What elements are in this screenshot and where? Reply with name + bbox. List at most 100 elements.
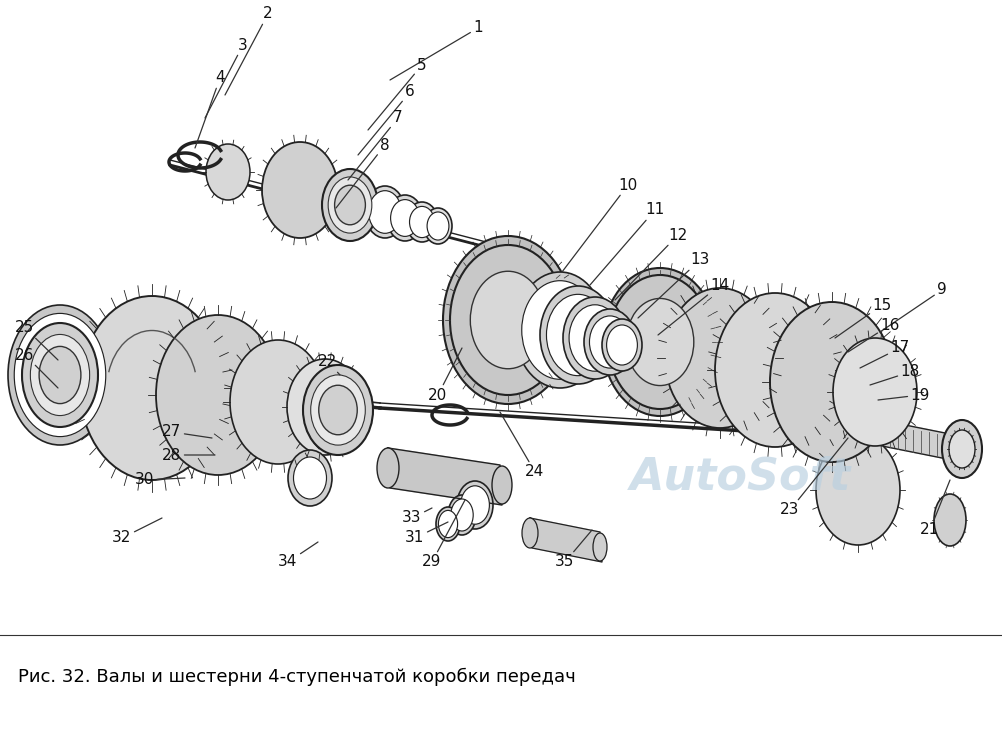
Text: 24: 24	[500, 412, 545, 480]
Text: 10: 10	[562, 177, 637, 272]
Ellipse shape	[522, 281, 598, 380]
Ellipse shape	[295, 459, 325, 497]
Ellipse shape	[230, 340, 326, 464]
Text: 26: 26	[15, 347, 58, 388]
Ellipse shape	[461, 485, 489, 524]
Ellipse shape	[8, 305, 112, 445]
Ellipse shape	[303, 365, 373, 455]
Ellipse shape	[470, 272, 546, 369]
Polygon shape	[530, 518, 602, 562]
Ellipse shape	[540, 286, 616, 384]
Text: 27: 27	[162, 425, 212, 439]
Text: 8: 8	[336, 137, 390, 208]
Text: 33: 33	[402, 508, 432, 526]
Ellipse shape	[80, 296, 224, 480]
Text: 34: 34	[279, 542, 318, 569]
Ellipse shape	[593, 533, 607, 561]
Ellipse shape	[949, 430, 975, 468]
Ellipse shape	[322, 169, 378, 241]
Ellipse shape	[546, 294, 609, 376]
Text: 9: 9	[880, 283, 947, 332]
Text: 11: 11	[590, 202, 664, 285]
Ellipse shape	[563, 297, 627, 379]
Text: 14: 14	[658, 277, 729, 335]
Ellipse shape	[30, 334, 89, 415]
Ellipse shape	[287, 359, 363, 455]
Text: 30: 30	[135, 472, 185, 488]
Ellipse shape	[457, 481, 493, 529]
Text: 17: 17	[860, 340, 910, 368]
Ellipse shape	[39, 347, 81, 404]
Ellipse shape	[451, 499, 473, 531]
Text: 1: 1	[390, 20, 483, 80]
Ellipse shape	[206, 144, 250, 200]
Text: 3: 3	[205, 37, 247, 118]
Ellipse shape	[450, 245, 566, 395]
Text: 35: 35	[555, 530, 592, 569]
Ellipse shape	[443, 236, 573, 404]
Text: 20: 20	[429, 348, 462, 402]
Ellipse shape	[569, 305, 621, 372]
Ellipse shape	[833, 338, 917, 446]
Ellipse shape	[369, 191, 402, 234]
Ellipse shape	[294, 457, 327, 499]
Text: 31: 31	[406, 522, 448, 545]
Text: 5: 5	[368, 58, 427, 130]
Text: 29: 29	[422, 500, 465, 569]
Text: 32: 32	[112, 518, 162, 545]
Text: 4: 4	[195, 71, 224, 148]
Ellipse shape	[770, 302, 894, 462]
Ellipse shape	[335, 185, 366, 225]
Ellipse shape	[942, 420, 982, 478]
Ellipse shape	[816, 435, 900, 545]
Ellipse shape	[515, 272, 605, 388]
Ellipse shape	[492, 466, 512, 504]
Text: 2: 2	[225, 7, 273, 95]
Ellipse shape	[311, 375, 366, 445]
Ellipse shape	[606, 325, 637, 365]
Ellipse shape	[522, 518, 538, 548]
Ellipse shape	[584, 309, 636, 375]
Ellipse shape	[715, 293, 835, 447]
Ellipse shape	[427, 212, 449, 240]
Text: 19: 19	[878, 388, 930, 402]
Ellipse shape	[365, 186, 405, 238]
Ellipse shape	[436, 507, 460, 541]
Text: 28: 28	[162, 447, 215, 463]
Text: 18: 18	[870, 364, 920, 385]
Text: Рис. 32. Валы и шестерни 4-ступенчатой коробки передач: Рис. 32. Валы и шестерни 4-ступенчатой к…	[18, 668, 576, 686]
Ellipse shape	[602, 319, 642, 371]
Ellipse shape	[377, 448, 399, 488]
Ellipse shape	[319, 385, 358, 435]
Ellipse shape	[439, 510, 458, 537]
Text: 16: 16	[848, 318, 900, 352]
Ellipse shape	[602, 268, 717, 416]
Ellipse shape	[424, 208, 452, 244]
Ellipse shape	[406, 202, 438, 242]
Ellipse shape	[156, 315, 280, 475]
Ellipse shape	[329, 177, 372, 233]
Text: 7: 7	[348, 110, 403, 180]
Ellipse shape	[387, 195, 423, 241]
Text: 6: 6	[358, 85, 415, 155]
Ellipse shape	[391, 199, 420, 237]
Ellipse shape	[22, 323, 98, 427]
Ellipse shape	[608, 275, 712, 409]
Ellipse shape	[14, 313, 106, 437]
Ellipse shape	[262, 142, 338, 238]
Text: 22: 22	[319, 355, 340, 375]
Text: 21: 21	[921, 480, 950, 537]
Text: 23: 23	[781, 438, 848, 518]
Text: 12: 12	[615, 228, 687, 300]
Ellipse shape	[665, 288, 775, 428]
Polygon shape	[880, 420, 962, 462]
Text: 15: 15	[835, 298, 892, 338]
Ellipse shape	[288, 450, 332, 506]
Text: 13: 13	[638, 253, 709, 318]
Ellipse shape	[934, 494, 966, 546]
Ellipse shape	[410, 207, 435, 237]
Text: AutoSoft: AutoSoft	[630, 456, 852, 499]
Ellipse shape	[448, 495, 476, 535]
Polygon shape	[388, 448, 502, 505]
Ellipse shape	[626, 299, 693, 385]
